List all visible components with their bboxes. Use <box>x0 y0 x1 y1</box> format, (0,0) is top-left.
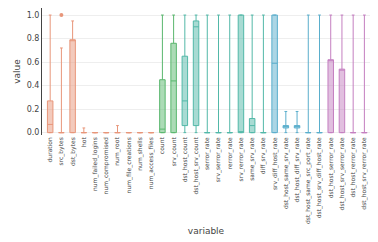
svg-text:serror_rate: serror_rate <box>203 137 211 170</box>
svg-text:0.4: 0.4 <box>27 81 40 90</box>
svg-text:0.6: 0.6 <box>27 58 40 67</box>
svg-text:dst_host_rerror_rate: dst_host_rerror_rate <box>349 137 357 198</box>
svg-text:hot: hot <box>80 137 87 147</box>
svg-text:dst_host_count: dst_host_count <box>181 137 189 183</box>
svg-text:0.8: 0.8 <box>27 34 40 43</box>
svg-text:duration: duration <box>46 137 53 162</box>
svg-text:srv_serror_rate: srv_serror_rate <box>214 137 222 182</box>
svg-text:diff_srv_rate: diff_srv_rate <box>259 137 267 174</box>
svg-text:dst_host_serror_rate: dst_host_serror_rate <box>327 137 335 198</box>
svg-text:rerror_rate: rerror_rate <box>226 137 234 169</box>
svg-text:variable: variable <box>188 226 225 236</box>
svg-text:num_shells: num_shells <box>136 137 144 171</box>
svg-text:dst_host_diff_srv_rate: dst_host_diff_srv_rate <box>293 137 301 202</box>
svg-text:dst_bytes: dst_bytes <box>69 137 77 166</box>
svg-text:1.0: 1.0 <box>27 11 40 20</box>
svg-text:same_srv_rate: same_srv_rate <box>248 137 256 181</box>
svg-text:srv_diff_host_rate: srv_diff_host_rate <box>271 137 279 190</box>
svg-text:dst_host_srv_rerror_rate: dst_host_srv_rerror_rate <box>360 137 368 210</box>
svg-text:srv_rerror_rate: srv_rerror_rate <box>237 137 245 182</box>
svg-text:num_compromised: num_compromised <box>102 137 110 194</box>
svg-text:dst_host_srv_count: dst_host_srv_count <box>192 137 200 195</box>
svg-text:dst_host_same_srv_rate: dst_host_same_srv_rate <box>282 137 290 209</box>
svg-text:srv_count: srv_count <box>170 137 178 167</box>
svg-text:num_root: num_root <box>113 137 121 166</box>
svg-text:count: count <box>158 137 165 155</box>
svg-text:dst_host_same_src_port_rate: dst_host_same_src_port_rate <box>304 137 312 224</box>
svg-text:0.0: 0.0 <box>27 128 40 137</box>
svg-text:num_access_files: num_access_files <box>147 137 155 189</box>
svg-text:num_file_creations: num_file_creations <box>125 137 133 193</box>
svg-text:dst_host_srv_serror_rate: dst_host_srv_serror_rate <box>338 137 346 211</box>
svg-text:src_bytes: src_bytes <box>57 137 65 165</box>
svg-text:dst_host_srv_diff_host_rate: dst_host_srv_diff_host_rate <box>315 137 323 218</box>
svg-text:num_failed_logins: num_failed_logins <box>91 137 99 191</box>
svg-text:value: value <box>12 59 22 84</box>
svg-text:0.2: 0.2 <box>27 105 40 114</box>
